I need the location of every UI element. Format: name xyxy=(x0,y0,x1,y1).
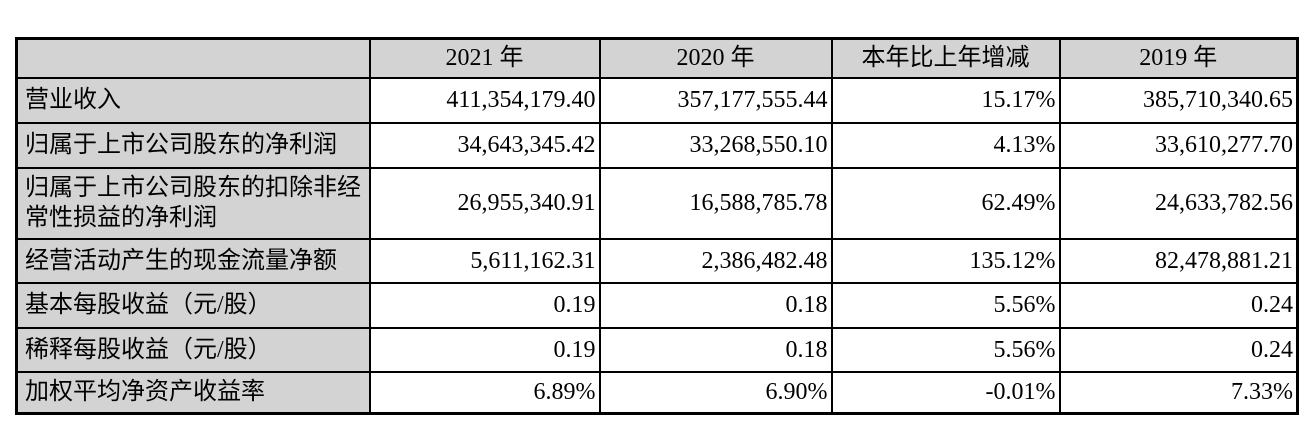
value-2020: 0.18 xyxy=(598,281,833,329)
value-2020: 6.90% xyxy=(598,370,833,415)
header-cell-year-2019: 2019 年 xyxy=(1058,37,1299,79)
value-2021: 411,354,179.40 xyxy=(368,76,601,124)
row-label: 归属于上市公司股东的净利润 xyxy=(15,121,371,169)
header-cell-yoy-change: 本年比上年增减 xyxy=(830,37,1061,79)
table-row-operating-cash-flow: 经营活动产生的现金流量净额 5,611,162.31 2,386,482.48 … xyxy=(15,237,1299,284)
table-row-diluted-eps: 稀释每股收益（元/股） 0.19 0.18 5.56% 0.24 xyxy=(15,326,1299,373)
table-row-operating-revenue: 营业收入 411,354,179.40 357,177,555.44 15.17… xyxy=(15,76,1299,124)
header-cell-year-2020: 2020 年 xyxy=(598,37,833,79)
value-2021: 26,955,340.91 xyxy=(368,166,601,240)
row-label: 稀释每股收益（元/股） xyxy=(15,326,371,373)
financial-summary-table: 2021 年 2020 年 本年比上年增减 2019 年 营业收入 411,35… xyxy=(15,37,1299,415)
value-yoy: 62.49% xyxy=(830,166,1061,240)
value-yoy: 135.12% xyxy=(830,237,1061,284)
value-yoy: 5.56% xyxy=(830,281,1061,329)
value-2019: 7.33% xyxy=(1058,370,1299,415)
header-cell-empty xyxy=(15,37,371,79)
value-2019: 0.24 xyxy=(1058,281,1299,329)
row-label: 加权平均净资产收益率 xyxy=(15,370,371,415)
value-2021: 0.19 xyxy=(368,281,601,329)
value-2020: 33,268,550.10 xyxy=(598,121,833,169)
value-2021: 6.89% xyxy=(368,370,601,415)
value-yoy: 5.56% xyxy=(830,326,1061,373)
table-row-weighted-avg-roe: 加权平均净资产收益率 6.89% 6.90% -0.01% 7.33% xyxy=(15,370,1299,415)
value-2021: 34,643,345.42 xyxy=(368,121,601,169)
value-2019: 82,478,881.21 xyxy=(1058,237,1299,284)
value-2020: 2,386,482.48 xyxy=(598,237,833,284)
header-row: 2021 年 2020 年 本年比上年增减 2019 年 xyxy=(15,37,1299,79)
row-label: 经营活动产生的现金流量净额 xyxy=(15,237,371,284)
header-cell-year-2021: 2021 年 xyxy=(368,37,601,79)
value-2019: 24,633,782.56 xyxy=(1058,166,1299,240)
value-yoy: -0.01% xyxy=(830,370,1061,415)
row-label: 营业收入 xyxy=(15,76,371,124)
value-2019: 33,610,277.70 xyxy=(1058,121,1299,169)
table-row-net-profit-excl-nonrecurring: 归属于上市公司股东的扣除非经常性损益的净利润 26,955,340.91 16,… xyxy=(15,166,1299,240)
value-yoy: 4.13% xyxy=(830,121,1061,169)
value-2020: 357,177,555.44 xyxy=(598,76,833,124)
value-yoy: 15.17% xyxy=(830,76,1061,124)
value-2020: 16,588,785.78 xyxy=(598,166,833,240)
value-2021: 0.19 xyxy=(368,326,601,373)
value-2020: 0.18 xyxy=(598,326,833,373)
table-row-basic-eps: 基本每股收益（元/股） 0.19 0.18 5.56% 0.24 xyxy=(15,281,1299,329)
value-2021: 5,611,162.31 xyxy=(368,237,601,284)
value-2019: 0.24 xyxy=(1058,326,1299,373)
value-2019: 385,710,340.65 xyxy=(1058,76,1299,124)
table-row-net-profit: 归属于上市公司股东的净利润 34,643,345.42 33,268,550.1… xyxy=(15,121,1299,169)
row-label: 归属于上市公司股东的扣除非经常性损益的净利润 xyxy=(15,166,371,240)
row-label: 基本每股收益（元/股） xyxy=(15,281,371,329)
